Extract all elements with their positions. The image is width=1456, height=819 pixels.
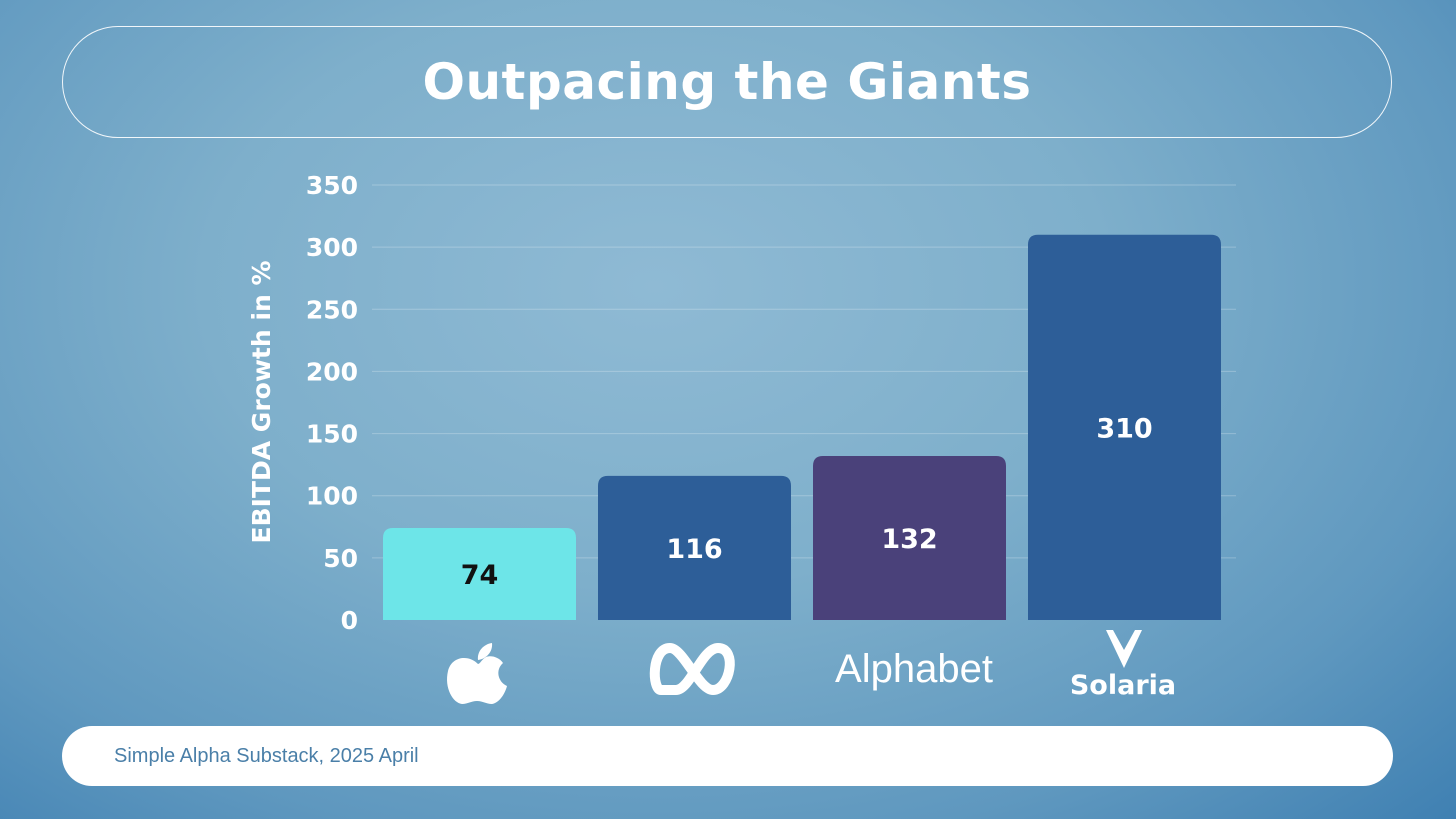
y-tick-label: 50 (323, 544, 358, 573)
bar-value-label: 116 (666, 534, 722, 565)
y-axis-label: EBITDA Growth in % (247, 261, 276, 544)
y-tick-label: 0 (341, 606, 358, 635)
bar-meta (598, 475, 791, 620)
apple-logo-icon (447, 643, 507, 704)
bar-alphabet (813, 455, 1006, 620)
bar-value-label: 132 (881, 524, 937, 555)
bar-value-label: 310 (1096, 413, 1152, 444)
solaria-logo: Solaria (1070, 670, 1176, 701)
bar-solaria (1028, 234, 1221, 620)
title-banner: Outpacing the Giants (62, 26, 1392, 138)
meta-logo-icon (649, 643, 735, 695)
bar-value-label: 74 (461, 560, 499, 591)
solaria-logo-mark (1106, 630, 1142, 668)
page-title: Outpacing the Giants (422, 53, 1032, 111)
source-label: Simple Alpha Substack, 2025 April (114, 744, 419, 767)
y-tick-label: 200 (306, 357, 358, 386)
bar-apple (383, 528, 576, 620)
y-tick-label: 350 (306, 171, 358, 200)
y-tick-label: 150 (306, 420, 358, 449)
footer-bar: Simple Alpha Substack, 2025 April (62, 726, 1393, 786)
y-tick-label: 300 (306, 233, 358, 262)
y-tick-label: 100 (306, 482, 358, 511)
alphabet-logo: Alphabet (835, 647, 993, 691)
y-tick-label: 250 (306, 295, 358, 324)
